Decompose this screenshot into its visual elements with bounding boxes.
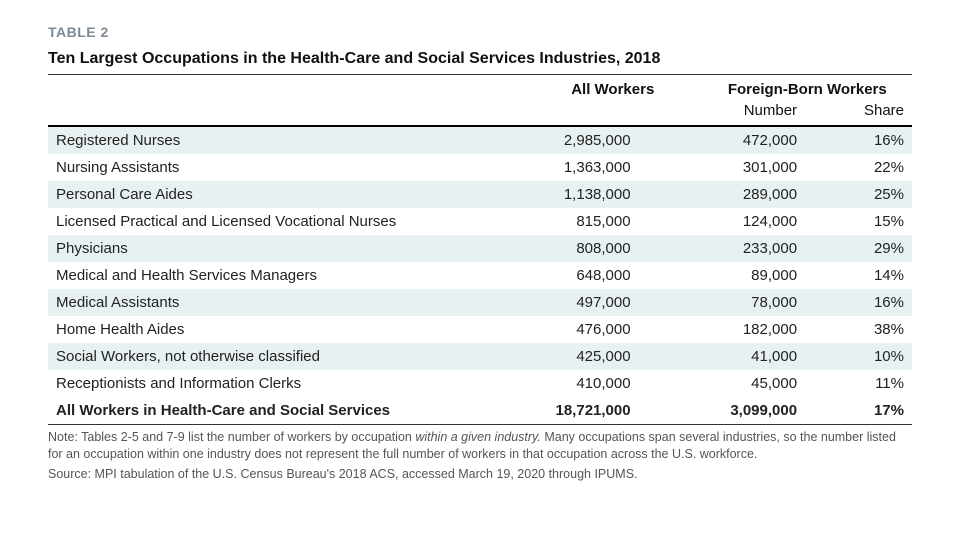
table-row: Physicians808,000233,00029% bbox=[48, 235, 912, 262]
cell-all-workers: 1,138,000 bbox=[523, 181, 703, 208]
cell-foreign-number: 289,000 bbox=[703, 181, 847, 208]
table-row: Social Workers, not otherwise classified… bbox=[48, 343, 912, 370]
cell-foreign-number: 182,000 bbox=[703, 316, 847, 343]
cell-foreign-share: 15% bbox=[847, 208, 912, 235]
table-total-row: All Workers in Health-Care and Social Se… bbox=[48, 397, 912, 425]
table-row: Medical Assistants497,00078,00016% bbox=[48, 289, 912, 316]
cell-all-workers: 2,985,000 bbox=[523, 126, 703, 154]
table-row: Home Health Aides476,000182,00038% bbox=[48, 316, 912, 343]
note-prefix: Note: Tables 2-5 and 7-9 list the number… bbox=[48, 430, 415, 444]
table-container: TABLE 2 Ten Largest Occupations in the H… bbox=[0, 0, 960, 499]
cell-foreign-number: 89,000 bbox=[703, 262, 847, 289]
cell-occupation: Personal Care Aides bbox=[48, 181, 523, 208]
header-foreign-born: Foreign-Born Workers bbox=[703, 75, 912, 100]
cell-occupation: Licensed Practical and Licensed Vocation… bbox=[48, 208, 523, 235]
header-blank bbox=[48, 75, 523, 100]
table-title: Ten Largest Occupations in the Health-Ca… bbox=[48, 50, 912, 75]
table-row: Personal Care Aides1,138,000289,00025% bbox=[48, 181, 912, 208]
cell-all-workers: 808,000 bbox=[523, 235, 703, 262]
cell-occupation: Physicians bbox=[48, 235, 523, 262]
cell-foreign-number: 301,000 bbox=[703, 154, 847, 181]
table-row: Medical and Health Services Managers648,… bbox=[48, 262, 912, 289]
cell-foreign-share: 14% bbox=[847, 262, 912, 289]
table-row: Receptionists and Information Clerks410,… bbox=[48, 370, 912, 397]
cell-total-all: 18,721,000 bbox=[523, 397, 703, 425]
table-row: Registered Nurses2,985,000472,00016% bbox=[48, 126, 912, 154]
cell-foreign-number: 78,000 bbox=[703, 289, 847, 316]
cell-total-foreign-share: 17% bbox=[847, 397, 912, 425]
cell-occupation: Registered Nurses bbox=[48, 126, 523, 154]
cell-foreign-number: 124,000 bbox=[703, 208, 847, 235]
note-italic: within a given industry. bbox=[415, 430, 541, 444]
subheader-number: Number bbox=[703, 100, 847, 126]
cell-foreign-number: 472,000 bbox=[703, 126, 847, 154]
cell-total-label: All Workers in Health-Care and Social Se… bbox=[48, 397, 523, 425]
cell-all-workers: 497,000 bbox=[523, 289, 703, 316]
cell-foreign-share: 16% bbox=[847, 289, 912, 316]
cell-all-workers: 476,000 bbox=[523, 316, 703, 343]
cell-foreign-share: 10% bbox=[847, 343, 912, 370]
cell-occupation: Medical Assistants bbox=[48, 289, 523, 316]
cell-total-foreign-number: 3,099,000 bbox=[703, 397, 847, 425]
subheader-share: Share bbox=[847, 100, 912, 126]
cell-foreign-number: 45,000 bbox=[703, 370, 847, 397]
header-all-workers: All Workers bbox=[523, 75, 703, 100]
cell-foreign-share: 38% bbox=[847, 316, 912, 343]
cell-occupation: Nursing Assistants bbox=[48, 154, 523, 181]
cell-foreign-share: 11% bbox=[847, 370, 912, 397]
cell-all-workers: 425,000 bbox=[523, 343, 703, 370]
cell-all-workers: 1,363,000 bbox=[523, 154, 703, 181]
data-table: All Workers Foreign-Born Workers Number … bbox=[48, 75, 912, 425]
cell-foreign-share: 25% bbox=[847, 181, 912, 208]
cell-occupation: Receptionists and Information Clerks bbox=[48, 370, 523, 397]
table-row: Licensed Practical and Licensed Vocation… bbox=[48, 208, 912, 235]
cell-foreign-share: 29% bbox=[847, 235, 912, 262]
cell-all-workers: 410,000 bbox=[523, 370, 703, 397]
subheader-blank bbox=[48, 100, 523, 126]
cell-all-workers: 648,000 bbox=[523, 262, 703, 289]
table-body: Registered Nurses2,985,000472,00016%Nurs… bbox=[48, 126, 912, 425]
table-source: Source: MPI tabulation of the U.S. Censu… bbox=[48, 467, 912, 481]
cell-occupation: Medical and Health Services Managers bbox=[48, 262, 523, 289]
cell-occupation: Social Workers, not otherwise classified bbox=[48, 343, 523, 370]
cell-foreign-number: 41,000 bbox=[703, 343, 847, 370]
subheader-all-blank bbox=[523, 100, 703, 126]
cell-occupation: Home Health Aides bbox=[48, 316, 523, 343]
table-label: TABLE 2 bbox=[48, 24, 912, 40]
cell-foreign-share: 16% bbox=[847, 126, 912, 154]
cell-foreign-share: 22% bbox=[847, 154, 912, 181]
table-row: Nursing Assistants1,363,000301,00022% bbox=[48, 154, 912, 181]
table-bottom-rule bbox=[48, 425, 912, 426]
cell-foreign-number: 233,000 bbox=[703, 235, 847, 262]
table-note: Note: Tables 2-5 and 7-9 list the number… bbox=[48, 429, 912, 463]
cell-all-workers: 815,000 bbox=[523, 208, 703, 235]
